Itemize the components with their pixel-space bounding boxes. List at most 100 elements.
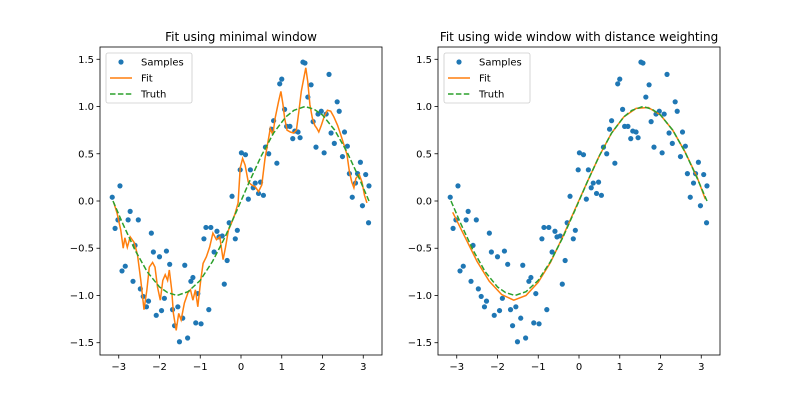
sample-point xyxy=(651,144,657,150)
sample-point xyxy=(234,227,240,233)
sample-point xyxy=(513,304,519,310)
sample-point xyxy=(633,129,639,135)
sample-point xyxy=(473,217,479,223)
sample-point xyxy=(363,171,369,178)
sample-point xyxy=(628,136,634,142)
sample-point xyxy=(457,268,463,274)
sample-point xyxy=(201,236,207,242)
sample-point xyxy=(274,160,280,166)
sample-point xyxy=(478,293,484,300)
sample-point xyxy=(590,180,596,186)
legend-box xyxy=(105,52,193,104)
x-tick-label: 3 xyxy=(360,362,366,373)
sample-point xyxy=(640,60,646,66)
sample-point xyxy=(313,144,319,150)
y-tick-label: −1.0 xyxy=(408,291,432,302)
sample-point xyxy=(505,261,511,267)
y-tick-label: 1.5 xyxy=(416,55,432,66)
sample-point xyxy=(161,295,167,301)
sample-point xyxy=(541,224,547,231)
sample-point xyxy=(661,111,667,117)
sample-point xyxy=(219,233,225,239)
sample-point xyxy=(321,150,327,156)
y-tick-label: −0.5 xyxy=(408,244,432,255)
sample-point xyxy=(221,281,227,287)
sample-point xyxy=(349,194,355,200)
sample-point xyxy=(260,192,267,198)
legend-label-truth: Truth xyxy=(478,90,504,101)
sample-point xyxy=(266,151,272,157)
sample-point xyxy=(130,278,136,284)
sample-point xyxy=(674,108,680,114)
y-tick-label: 0.0 xyxy=(78,197,94,208)
sample-point xyxy=(185,335,191,341)
sample-point xyxy=(523,335,529,341)
sample-point xyxy=(593,190,600,197)
sample-point xyxy=(206,307,212,313)
sample-point xyxy=(488,249,494,255)
y-tick-label: 0.5 xyxy=(78,149,94,160)
x-tick-label: −3 xyxy=(449,362,464,373)
sample-point xyxy=(536,321,542,327)
sample-point xyxy=(357,159,364,165)
sample-point xyxy=(664,71,670,77)
sample-point xyxy=(679,129,686,135)
y-tick-label: −1.5 xyxy=(70,338,94,349)
sample-point xyxy=(533,290,539,297)
sample-point xyxy=(117,183,123,189)
sample-point xyxy=(501,248,508,254)
sample-point xyxy=(214,228,220,234)
y-tick-label: 0.0 xyxy=(416,197,432,208)
sample-point xyxy=(499,295,505,301)
fit-line xyxy=(113,67,368,331)
sample-point xyxy=(365,220,372,226)
sample-point xyxy=(646,82,652,88)
sample-point xyxy=(531,320,537,326)
y-tick-label: 1.0 xyxy=(416,102,432,113)
sample-point xyxy=(336,108,342,114)
sample-point xyxy=(167,261,173,267)
sample-point xyxy=(677,153,684,160)
sample-point xyxy=(308,82,314,88)
sample-point xyxy=(326,71,332,77)
sample-point xyxy=(193,320,199,326)
sample-point xyxy=(463,217,469,223)
sample-point xyxy=(238,150,245,156)
sample-point xyxy=(598,192,605,198)
truth-line xyxy=(450,105,708,297)
sample-point xyxy=(232,236,238,242)
sample-point xyxy=(287,123,293,129)
sample-point xyxy=(158,307,165,314)
subplot-wide-window: Fit using wide window with distance weig… xyxy=(408,30,721,373)
sample-point xyxy=(539,236,545,242)
sample-point xyxy=(672,99,678,105)
sample-point xyxy=(247,167,253,173)
sample-point xyxy=(648,119,654,125)
sample-point xyxy=(570,236,576,242)
subplot-minimal-window: Fit using minimal window −3 −2 −1 0 1 2 3 −1.5 −… xyxy=(70,30,383,373)
sample-point xyxy=(609,118,615,124)
legend: Samples Fit Truth xyxy=(443,52,531,104)
sample-point xyxy=(496,307,503,314)
sample-point xyxy=(576,150,583,156)
legend-label-fit: Fit xyxy=(479,74,491,85)
sample-point xyxy=(544,307,550,313)
sample-point xyxy=(109,194,115,200)
sample-point xyxy=(447,194,453,200)
sample-point xyxy=(334,99,340,105)
sample-point xyxy=(585,167,591,173)
x-tick-label: 0 xyxy=(576,362,582,373)
sample-point xyxy=(486,230,492,236)
sample-point xyxy=(491,312,497,318)
sample-point xyxy=(328,130,334,136)
sample-point xyxy=(659,150,665,156)
sample-point xyxy=(175,304,181,310)
sample-point xyxy=(494,254,501,260)
sample-point xyxy=(182,262,188,268)
sample-point xyxy=(112,225,118,231)
x-tick-label: 0 xyxy=(238,362,244,373)
sample-point xyxy=(119,268,125,274)
sample-point xyxy=(318,108,324,114)
sample-point xyxy=(572,227,578,233)
